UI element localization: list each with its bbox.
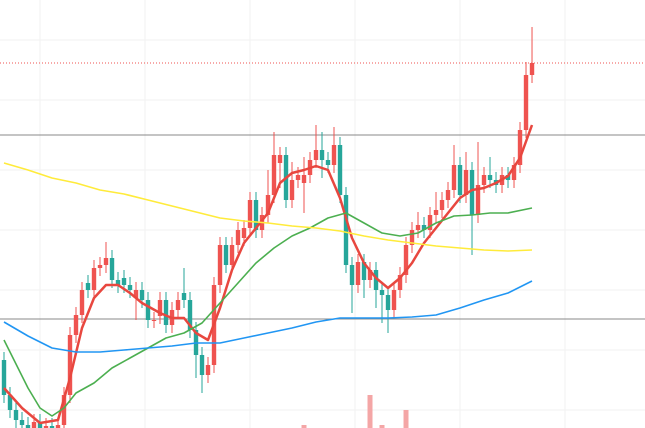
candle-body: [1, 360, 7, 395]
candle-body: [427, 215, 433, 230]
candle-body: [505, 175, 511, 180]
candle-body: [325, 160, 331, 165]
moving-average: [3, 280, 533, 353]
candle-body: [319, 150, 325, 160]
candle-body: [115, 280, 121, 285]
candle-body: [157, 300, 163, 316]
candle-body: [349, 265, 355, 285]
volume-bar: [367, 395, 373, 428]
moving-average: [3, 207, 533, 417]
candle-body: [217, 245, 223, 285]
candle-body: [277, 155, 283, 163]
candle-body: [373, 270, 379, 290]
candle-body: [163, 300, 169, 325]
candle-body: [205, 365, 211, 375]
candle-body: [49, 426, 55, 428]
candle-body: [235, 230, 241, 245]
volume-bar: [301, 425, 307, 428]
moving-average: [3, 124, 534, 425]
candle-body: [79, 290, 85, 315]
candle-body: [469, 170, 475, 215]
candle-body: [523, 75, 529, 130]
candle-body: [229, 245, 235, 265]
candle-body: [379, 290, 385, 295]
moving-average: [3, 162, 533, 252]
candle-body: [7, 395, 13, 410]
candle-body: [91, 268, 97, 290]
candle-body: [175, 300, 181, 310]
candle-body: [451, 165, 457, 190]
candle-body: [139, 290, 145, 300]
candle-body: [37, 422, 43, 428]
candle-body: [73, 315, 79, 335]
candle-body: [199, 355, 205, 375]
candle-body: [487, 175, 493, 180]
candle-body: [385, 295, 391, 310]
candle-body: [253, 200, 259, 230]
candle-body: [19, 420, 25, 425]
candle-body: [145, 300, 151, 320]
volume-bar: [403, 410, 409, 428]
candle-body: [187, 300, 193, 330]
candle-body: [343, 195, 349, 265]
candle-body: [517, 130, 523, 165]
candle-body: [223, 245, 229, 265]
candle-body: [247, 200, 253, 228]
candle-body: [61, 395, 67, 425]
candle-body: [481, 175, 487, 185]
candle-body: [127, 285, 133, 290]
candle-body: [511, 165, 517, 180]
candle-body: [97, 265, 103, 268]
candle-body: [439, 200, 445, 210]
candle-body: [445, 190, 451, 200]
candle-body: [109, 258, 115, 280]
candle-body: [151, 320, 157, 321]
candle-body: [337, 145, 343, 195]
candle-body: [289, 180, 295, 200]
candle-body: [529, 63, 535, 75]
candle-body: [121, 278, 127, 285]
candle-body: [43, 426, 49, 428]
candle-body: [181, 293, 187, 300]
volume-bar: [379, 425, 385, 428]
candle-body: [103, 258, 109, 265]
candle-body: [55, 425, 61, 428]
candle-body: [475, 185, 481, 215]
candle-body: [433, 210, 439, 215]
candle-body: [421, 225, 427, 230]
candle-body: [313, 150, 319, 160]
candle-body: [355, 262, 361, 285]
candle-body: [463, 170, 469, 195]
candle-body: [295, 175, 301, 180]
candle-body: [361, 262, 367, 280]
candle-body: [409, 230, 415, 245]
candle-body: [457, 165, 463, 195]
candle-body: [67, 335, 73, 395]
candle-body: [391, 290, 397, 310]
candle-body: [133, 290, 139, 298]
candle-body: [397, 275, 403, 290]
candle-body: [13, 410, 19, 420]
candle-body: [367, 270, 373, 280]
candle-body: [331, 145, 337, 165]
candle-body: [25, 425, 31, 428]
candle-body: [403, 245, 409, 275]
candle-body: [241, 228, 247, 238]
candle-body: [31, 422, 37, 428]
candle-body: [415, 225, 421, 230]
candle-body: [265, 195, 271, 215]
candle-body: [85, 283, 91, 290]
candle-body: [271, 155, 277, 195]
candle-body: [301, 175, 307, 183]
